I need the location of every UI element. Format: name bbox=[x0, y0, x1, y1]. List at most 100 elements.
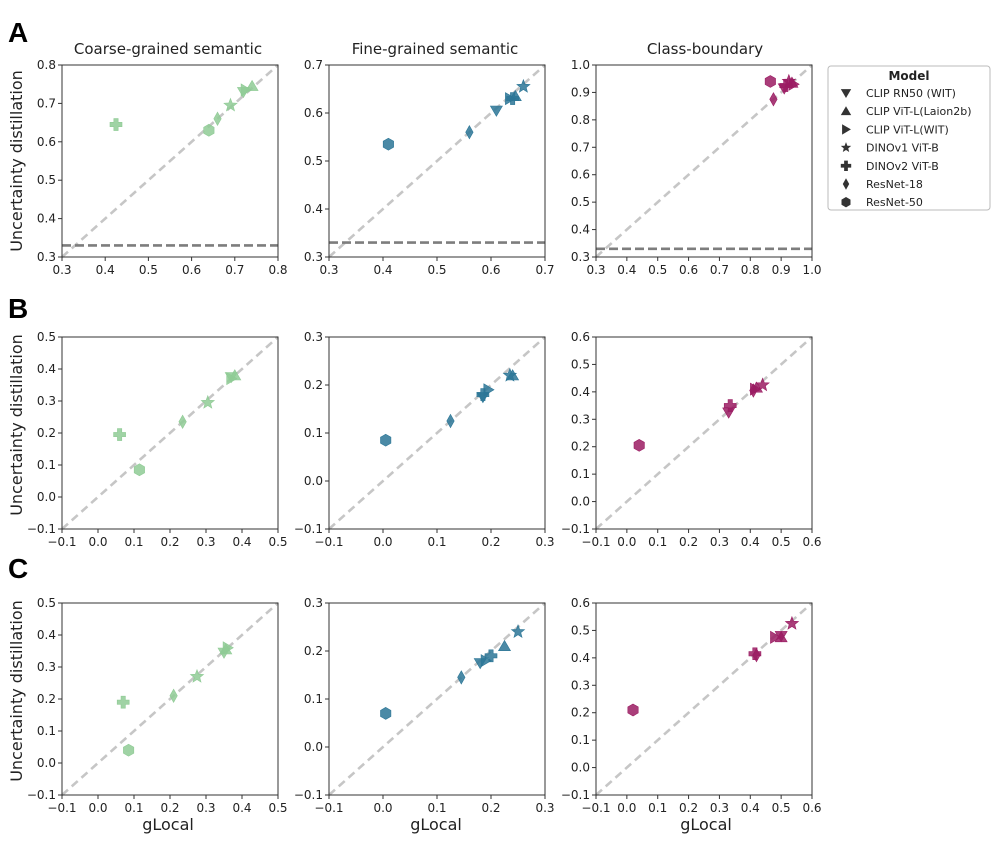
x-tick-label: 0.4 bbox=[96, 263, 115, 277]
y-tick-label: 0.4 bbox=[571, 651, 590, 665]
point-resnet-18 bbox=[446, 413, 455, 429]
point-dinov2-vit-b bbox=[113, 428, 126, 441]
point-dinov2-vit-b bbox=[506, 92, 519, 105]
point-dinov2-vit-b bbox=[109, 118, 123, 131]
y-tick-label: 0.3 bbox=[304, 250, 323, 264]
y-tick-label: 0.0 bbox=[37, 756, 56, 770]
legend: Model CLIP RN50 (WIT) CLIP ViT-L(Laion2b)… bbox=[827, 65, 991, 211]
y-tick-label: 0.9 bbox=[571, 85, 590, 99]
x-tick-label: 0.2 bbox=[481, 801, 500, 815]
x-tick-label: 0.0 bbox=[88, 801, 107, 815]
point-resnet-18 bbox=[213, 111, 222, 126]
x-tick-label: 0.3 bbox=[196, 801, 215, 815]
x-tick-label: 0.1 bbox=[648, 801, 667, 815]
y-tick-label: 0.7 bbox=[37, 96, 56, 110]
identity-line bbox=[61, 602, 279, 796]
legend-entries: CLIP RN50 (WIT) CLIP ViT-L(Laion2b) CLIP V… bbox=[840, 87, 972, 209]
y-tick-label: 0.1 bbox=[571, 467, 590, 481]
x-tick-label: 0.0 bbox=[373, 535, 392, 549]
y-tick-label: 0.3 bbox=[37, 394, 56, 408]
legend-label: DINOv2 ViT-B bbox=[866, 160, 939, 173]
y-tick-label: 0.5 bbox=[37, 596, 56, 610]
legend-marker-triangle-right bbox=[842, 124, 851, 135]
point-clip-vit-l-laion2b bbox=[245, 79, 259, 91]
panel-label-c: C bbox=[8, 553, 28, 584]
plot-c-3: −0.1 0.0 0.1 0.2 0.3 0.4 0.5 0.6 −0.1 0.0 0.1 0.2 0.… bbox=[561, 596, 822, 815]
legend-label: CLIP ViT-L(WIT) bbox=[866, 123, 949, 136]
y-tick-label: 0.1 bbox=[37, 458, 56, 472]
point-dinov2-vit-b bbox=[779, 79, 793, 92]
point-resnet-18 bbox=[169, 688, 178, 704]
y-tick-label: 0.4 bbox=[37, 362, 56, 376]
y-tick-label: 0.7 bbox=[304, 58, 323, 72]
y-tick-label: 0.6 bbox=[304, 106, 323, 120]
y-tick-label: 0.0 bbox=[304, 740, 323, 754]
y-tick-label: 0.4 bbox=[37, 628, 56, 642]
x-tick-label: 0.4 bbox=[617, 263, 636, 277]
y-tick-label: 0.5 bbox=[37, 173, 56, 187]
axes-frame bbox=[595, 64, 813, 258]
axes-frame bbox=[595, 336, 813, 530]
point-dinov1-vit-b bbox=[223, 97, 238, 112]
legend-marker-hexagon bbox=[841, 197, 851, 208]
point-resnet-50 bbox=[380, 433, 392, 447]
x-tick-label: 0.6 bbox=[802, 535, 821, 549]
y-tick-label: 0.6 bbox=[571, 330, 590, 344]
point-resnet-50 bbox=[123, 743, 135, 757]
y-tick-label: 0.4 bbox=[571, 223, 590, 237]
point-resnet-50 bbox=[627, 703, 639, 717]
y-tick-label: −0.1 bbox=[27, 788, 56, 802]
panel-label-a: A bbox=[8, 17, 28, 48]
y-tick-label: 0.2 bbox=[304, 378, 323, 392]
x-tick-label: 0.5 bbox=[268, 801, 287, 815]
y-tick-label: 0.3 bbox=[37, 660, 56, 674]
y-tick-label: 0.8 bbox=[37, 58, 56, 72]
x-tick-label: −0.1 bbox=[47, 535, 76, 549]
legend-marker-triangle-down bbox=[840, 89, 852, 98]
y-tick-label: 0.2 bbox=[571, 706, 590, 720]
y-tick-label: 0.6 bbox=[571, 596, 590, 610]
x-tick-label: 0.0 bbox=[617, 801, 636, 815]
identity-line bbox=[595, 336, 813, 530]
plot-a-1: 0.3 0.4 0.5 0.6 0.7 0.8 0.3 0.4 0.5 0.6 0.7 0.8 bbox=[37, 58, 288, 277]
y-tick-label: 0.5 bbox=[571, 357, 590, 371]
x-tick-label: 0.7 bbox=[710, 263, 729, 277]
plot-a-3: 0.3 0.4 0.5 0.6 0.7 0.8 0.9 1.0 0.3 0.4 0.5 0.6 0.7 0… bbox=[571, 58, 822, 277]
x-tick-label: 0.1 bbox=[124, 535, 143, 549]
point-resnet-50 bbox=[203, 123, 215, 137]
xlabel-fine: gLocal bbox=[410, 815, 462, 834]
point-dinov1-vit-b bbox=[510, 624, 526, 638]
point-resnet-18 bbox=[752, 647, 761, 663]
plot-b-3: −0.1 0.0 0.1 0.2 0.3 0.4 0.5 0.6 −0.1 0.0 0.1 0.2 0.… bbox=[561, 330, 822, 549]
y-tick-label: 0.0 bbox=[571, 761, 590, 775]
x-tick-label: 0.5 bbox=[139, 263, 158, 277]
x-tick-label: 0.4 bbox=[373, 263, 392, 277]
legend-label: DINOv1 ViT-B bbox=[866, 142, 939, 155]
y-tick-label: 0.6 bbox=[571, 168, 590, 182]
point-resnet-18 bbox=[769, 92, 778, 107]
ylabel-row-a: Uncertainty distillation bbox=[7, 70, 26, 252]
y-tick-label: 0.6 bbox=[37, 135, 56, 149]
y-tick-label: 0.0 bbox=[37, 490, 56, 504]
x-tick-label: 0.8 bbox=[741, 263, 760, 277]
y-tick-label: 0.1 bbox=[304, 426, 323, 440]
axes-frame bbox=[61, 64, 279, 258]
x-tick-label: 0.5 bbox=[772, 535, 791, 549]
identity-line bbox=[595, 64, 813, 258]
x-tick-label: 0.4 bbox=[741, 535, 760, 549]
y-tick-label: 0.0 bbox=[571, 495, 590, 509]
x-tick-label: 0.1 bbox=[427, 535, 446, 549]
point-dinov1-vit-b bbox=[502, 367, 518, 382]
x-tick-label: 0.3 bbox=[710, 801, 729, 815]
ylabel-row-b: Uncertainty distillation bbox=[7, 334, 26, 516]
column-title-coarse: Coarse-grained semantic bbox=[74, 40, 262, 58]
point-clip-rn50-wit bbox=[489, 105, 503, 117]
point-resnet-18 bbox=[465, 124, 474, 140]
y-tick-label: 0.1 bbox=[571, 733, 590, 747]
y-tick-label: 0.8 bbox=[571, 113, 590, 127]
x-tick-label: 0.2 bbox=[160, 801, 179, 815]
legend-marker-diamond bbox=[842, 178, 850, 190]
x-tick-label: 0.2 bbox=[679, 801, 698, 815]
column-title-boundary: Class-boundary bbox=[647, 40, 763, 58]
y-tick-label: −0.1 bbox=[294, 788, 323, 802]
